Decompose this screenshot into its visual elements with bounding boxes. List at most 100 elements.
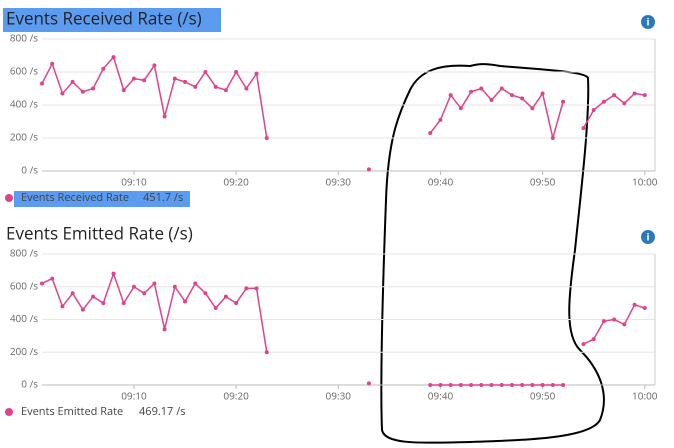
x-tick-label: 09:40 xyxy=(428,175,454,189)
data-point xyxy=(223,294,228,299)
x-tick-label: 10:00 xyxy=(632,175,658,189)
data-point xyxy=(520,383,525,387)
data-point xyxy=(40,281,44,286)
y-tick-label: 400 /s xyxy=(10,311,38,325)
data-point xyxy=(264,136,269,140)
data-point xyxy=(264,350,269,355)
x-tick-label: 09:50 xyxy=(530,175,556,189)
data-point xyxy=(612,317,617,322)
y-tick-label: 0 /s xyxy=(21,377,38,391)
data-point xyxy=(489,383,494,387)
data-point xyxy=(642,306,647,311)
data-point xyxy=(438,383,443,387)
data-point xyxy=(581,126,586,131)
data-point xyxy=(50,276,55,281)
data-point xyxy=(172,284,177,289)
data-point xyxy=(60,304,65,309)
legend-marker xyxy=(5,194,13,202)
data-point xyxy=(632,302,637,307)
info-icon[interactable]: i xyxy=(641,230,655,244)
data-point xyxy=(244,86,249,91)
x-tick-label: 09:10 xyxy=(121,389,147,403)
data-point xyxy=(121,88,126,93)
x-tick-label: 09:30 xyxy=(326,175,352,189)
selection-highlight xyxy=(3,8,221,32)
info-icon[interactable]: i xyxy=(641,15,655,29)
data-point xyxy=(50,61,55,66)
data-point xyxy=(601,319,606,324)
data-point xyxy=(162,114,167,119)
data-point xyxy=(581,342,586,347)
data-point xyxy=(183,299,188,304)
legend-value: 469.17 /s xyxy=(139,404,185,419)
chart-title: Events Emitted Rate (/s) xyxy=(6,222,193,245)
data-point xyxy=(642,93,647,98)
data-point xyxy=(499,383,504,387)
y-tick-label: 600 /s xyxy=(10,64,38,78)
data-point xyxy=(152,281,157,286)
data-point xyxy=(550,136,555,140)
data-point xyxy=(469,89,474,94)
x-tick-label: 09:30 xyxy=(326,389,352,403)
data-point xyxy=(469,383,474,387)
x-tick-label: 09:50 xyxy=(530,389,556,403)
selection-highlight xyxy=(14,191,190,207)
data-point xyxy=(244,286,249,291)
series-line xyxy=(41,271,646,386)
data-point xyxy=(254,286,259,291)
data-point xyxy=(131,76,136,81)
y-tick-label: 800 /s xyxy=(10,246,38,260)
data-point xyxy=(540,383,545,387)
data-point xyxy=(622,101,627,106)
x-tick-label: 09:20 xyxy=(223,389,249,403)
data-point xyxy=(448,93,453,98)
legend-marker xyxy=(5,408,13,416)
data-point xyxy=(509,93,514,98)
data-point xyxy=(213,84,218,89)
data-point xyxy=(428,383,433,387)
data-point xyxy=(101,66,106,71)
series-line xyxy=(41,55,645,139)
data-point xyxy=(550,383,555,387)
data-point xyxy=(172,76,177,81)
data-point xyxy=(162,327,167,332)
data-point xyxy=(131,284,136,289)
data-point xyxy=(223,88,228,93)
svg-text:i: i xyxy=(646,15,649,29)
data-point xyxy=(499,86,504,91)
data-point xyxy=(193,84,198,89)
y-tick-label: 600 /s xyxy=(10,278,38,292)
data-point xyxy=(479,86,484,91)
hand-drawn-annotation xyxy=(380,63,605,444)
y-tick-label: 400 /s xyxy=(10,97,38,111)
data-point xyxy=(70,291,75,296)
data-point xyxy=(111,55,116,60)
data-point xyxy=(520,96,525,101)
y-tick-label: 200 /s xyxy=(10,344,38,358)
data-point xyxy=(428,131,433,136)
data-point xyxy=(183,79,188,84)
data-point xyxy=(111,271,116,276)
data-point xyxy=(203,291,208,296)
data-point xyxy=(489,98,494,103)
data-point xyxy=(234,70,239,74)
data-point xyxy=(622,322,627,327)
data-point xyxy=(540,91,545,96)
data-point xyxy=(448,383,453,387)
data-point xyxy=(213,306,218,311)
data-point xyxy=(458,383,463,387)
data-point xyxy=(366,381,371,386)
y-tick-label: 0 /s xyxy=(21,163,38,177)
data-point xyxy=(60,91,65,96)
data-point xyxy=(101,301,106,306)
chart-title: Events Received Rate (/s) xyxy=(6,7,202,30)
data-point xyxy=(70,79,75,84)
y-tick-label: 200 /s xyxy=(10,130,38,144)
data-point xyxy=(40,81,44,86)
data-point xyxy=(234,301,239,306)
data-point xyxy=(366,167,371,172)
data-point xyxy=(612,93,617,98)
data-point xyxy=(458,106,463,111)
data-point xyxy=(80,307,85,312)
data-point xyxy=(121,301,126,306)
